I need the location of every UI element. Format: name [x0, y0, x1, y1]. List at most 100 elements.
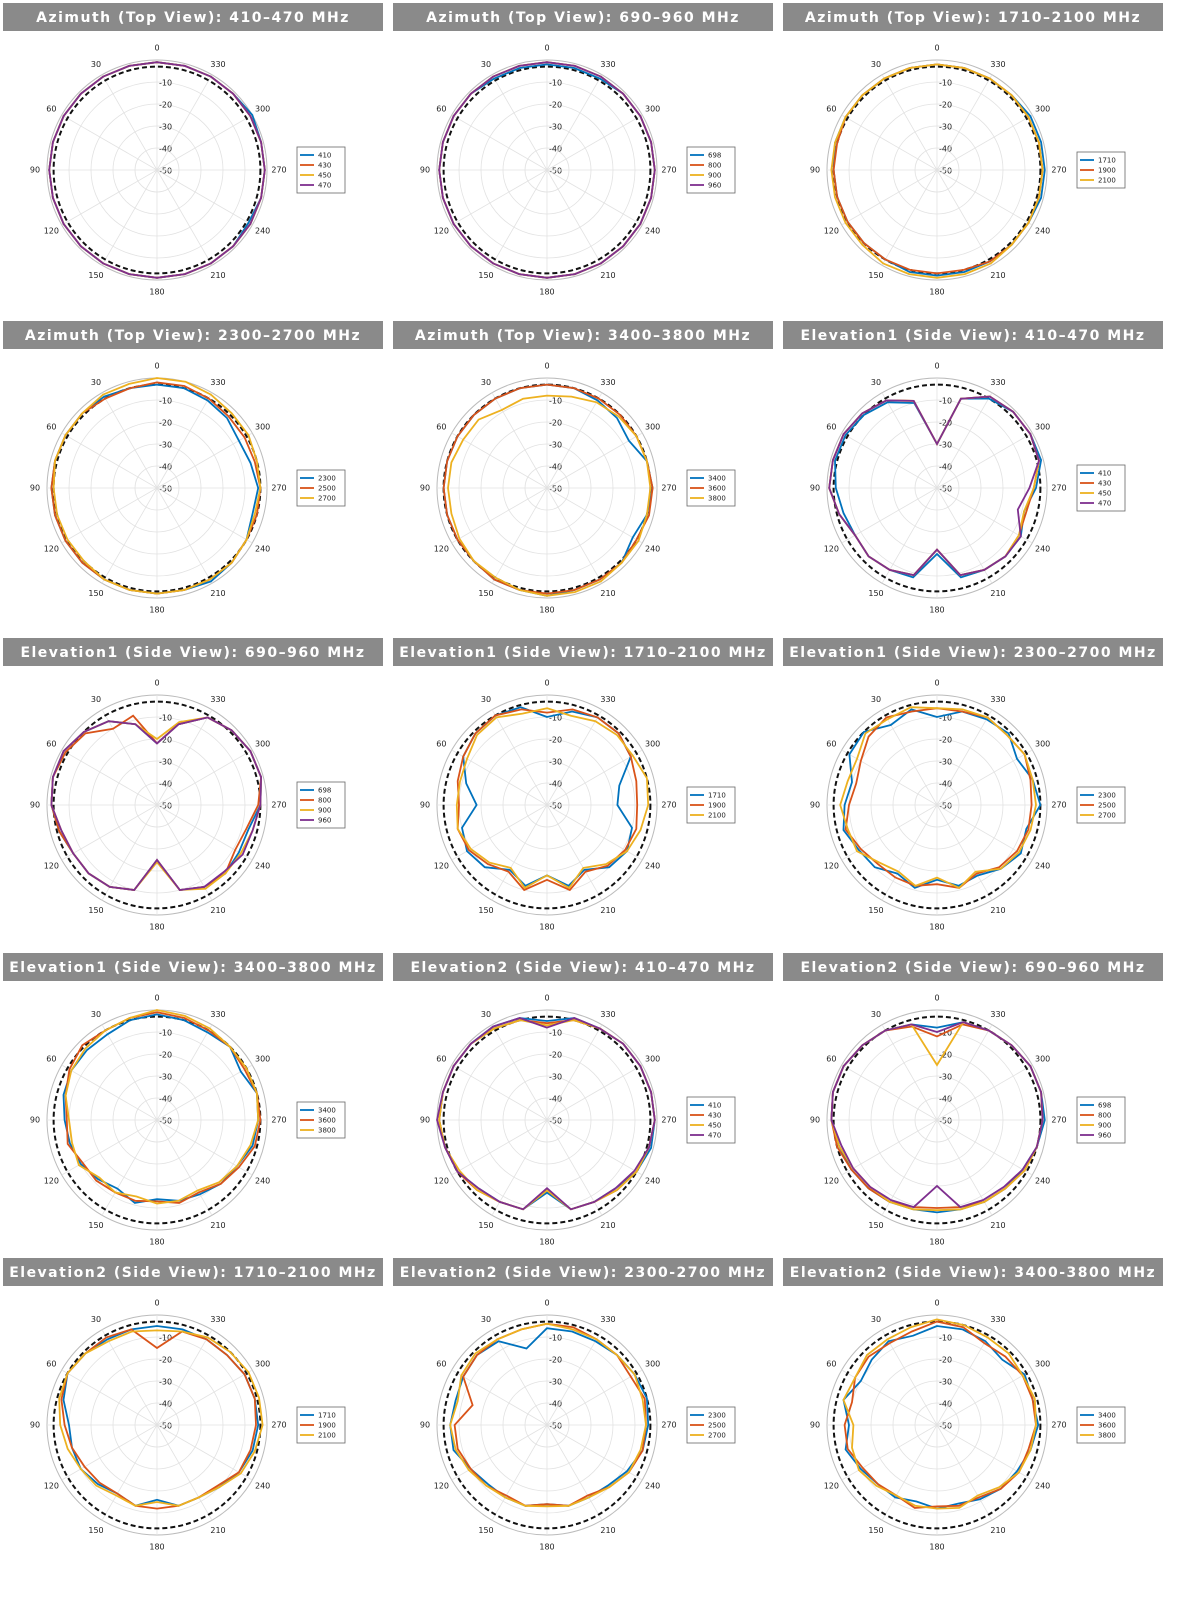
r-tick-label: -20 — [549, 419, 562, 428]
legend-label: 2100 — [708, 812, 726, 820]
legend-label: 2700 — [1098, 812, 1116, 820]
grid-spoke — [881, 1424, 938, 1521]
theta-tick-label: 60 — [436, 1360, 446, 1369]
theta-tick-label: 0 — [154, 362, 159, 371]
r-tick-label: -50 — [549, 802, 562, 811]
r-tick-label: -50 — [939, 1422, 952, 1431]
r-tick-label: -50 — [159, 485, 172, 494]
theta-tick-label: 30 — [481, 695, 491, 704]
theta-tick-label: 240 — [1035, 1482, 1050, 1491]
theta-tick-label: 30 — [871, 1315, 881, 1324]
grid-spoke — [546, 1369, 643, 1426]
theta-tick-label: 60 — [436, 740, 446, 749]
r-tick-label: -20 — [939, 736, 952, 745]
grid-spoke — [101, 487, 158, 584]
series-line — [449, 1322, 647, 1508]
theta-tick-label: 150 — [88, 1221, 103, 1230]
theta-tick-label: 120 — [44, 227, 59, 236]
theta-tick-label: 330 — [210, 695, 225, 704]
theta-tick-label: 300 — [255, 423, 270, 432]
grid-spoke — [936, 1424, 1033, 1481]
grid-spoke — [546, 804, 643, 861]
theta-tick-label: 210 — [210, 1221, 225, 1230]
theta-tick-label: 180 — [149, 1238, 164, 1247]
grid-spoke — [936, 1064, 1033, 1121]
theta-tick-label: 300 — [255, 105, 270, 114]
theta-tick-label: 330 — [210, 60, 225, 69]
r-tick-label: -50 — [159, 167, 172, 176]
grid-spoke — [546, 709, 603, 806]
grid-spoke — [156, 804, 213, 901]
theta-tick-label: 300 — [255, 1360, 270, 1369]
theta-tick-label: 240 — [255, 862, 270, 871]
theta-tick-label: 120 — [434, 1482, 449, 1491]
chart-title: Elevation2 (Side View): 690–960 MHz — [800, 960, 1145, 976]
theta-tick-label: 240 — [645, 1482, 660, 1491]
theta-tick-label: 270 — [1051, 484, 1066, 493]
grid-spoke — [546, 804, 603, 901]
legend-label: 2100 — [318, 1432, 336, 1440]
legend-label: 3400 — [1098, 1412, 1116, 1420]
theta-tick-label: 210 — [210, 589, 225, 598]
grid-spoke — [156, 114, 253, 171]
grid-spoke — [546, 1424, 603, 1521]
title-bar — [3, 638, 383, 666]
r-tick-label: -30 — [159, 123, 172, 132]
grid-spoke — [61, 1119, 158, 1176]
grid-spoke — [546, 749, 643, 806]
legend-label: 450 — [708, 1122, 721, 1130]
theta-tick-label: 90 — [30, 166, 40, 175]
theta-tick-label: 180 — [539, 1238, 554, 1247]
r-tick-label: -50 — [549, 167, 562, 176]
legend-label: 410 — [1098, 470, 1111, 478]
legend-label: 3800 — [708, 495, 726, 503]
theta-tick-label: 0 — [154, 1299, 159, 1308]
legend-label: 900 — [708, 172, 721, 180]
chart-title: Elevation1 (Side View): 690–960 MHz — [20, 645, 365, 661]
grid-spoke — [881, 1329, 938, 1426]
theta-tick-label: 90 — [810, 1421, 820, 1430]
title-bar — [3, 1258, 383, 1286]
legend-label: 2500 — [1098, 802, 1116, 810]
theta-tick-label: 0 — [154, 679, 159, 688]
grid-spoke — [491, 1424, 548, 1521]
legend-label: 960 — [708, 182, 721, 190]
grid-spoke — [881, 169, 938, 266]
r-tick-label: -40 — [549, 1095, 562, 1104]
grid-spoke — [491, 1024, 548, 1121]
theta-tick-label: 210 — [600, 906, 615, 915]
r-tick-label: -10 — [159, 714, 172, 723]
theta-tick-label: 60 — [436, 423, 446, 432]
title-bar — [783, 953, 1163, 981]
theta-tick-label: 60 — [46, 1055, 56, 1064]
legend-label: 800 — [318, 797, 331, 805]
grid-spoke — [841, 1424, 938, 1481]
grid-spoke — [61, 1369, 158, 1426]
theta-tick-label: 90 — [30, 484, 40, 493]
r-tick-label: -40 — [549, 1400, 562, 1409]
theta-tick-label: 90 — [420, 1421, 430, 1430]
theta-tick-label: 150 — [478, 1221, 493, 1230]
legend-label: 1710 — [708, 792, 726, 800]
theta-tick-label: 330 — [990, 60, 1005, 69]
theta-tick-label: 330 — [600, 378, 615, 387]
grid-spoke — [101, 1424, 158, 1521]
grid-spoke — [546, 1119, 603, 1216]
theta-tick-label: 330 — [600, 60, 615, 69]
grid-spoke — [451, 487, 548, 544]
title-bar — [393, 953, 773, 981]
r-tick-label: -30 — [159, 1378, 172, 1387]
r-tick-label: -30 — [939, 1073, 952, 1082]
grid-spoke — [491, 804, 548, 901]
theta-tick-label: 210 — [600, 1526, 615, 1535]
r-tick-label: -40 — [549, 463, 562, 472]
theta-tick-label: 90 — [810, 166, 820, 175]
theta-tick-label: 210 — [990, 1526, 1005, 1535]
theta-tick-label: 0 — [934, 1299, 939, 1308]
r-tick-label: -40 — [549, 145, 562, 154]
legend-label: 3600 — [708, 485, 726, 493]
r-tick-label: -30 — [549, 1378, 562, 1387]
theta-tick-label: 210 — [210, 906, 225, 915]
legend-label: 2300 — [1098, 792, 1116, 800]
legend-label: 2300 — [708, 1412, 726, 1420]
